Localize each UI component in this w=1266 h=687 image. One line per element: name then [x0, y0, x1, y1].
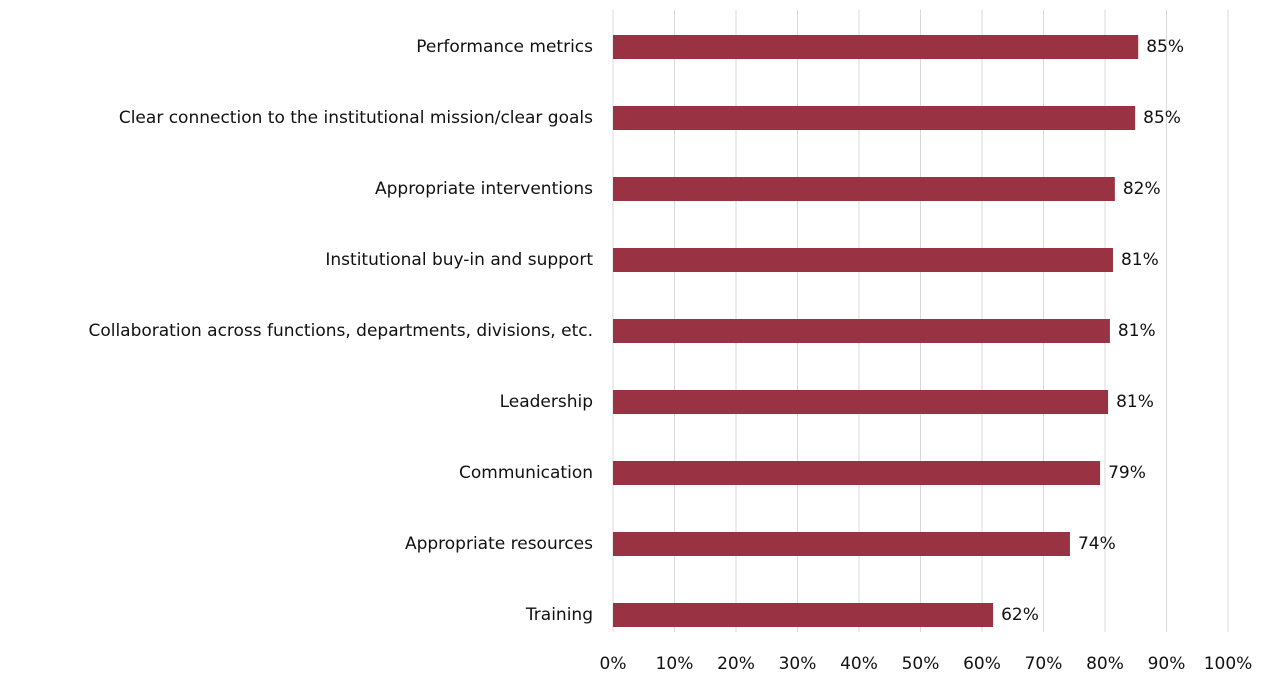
data-label: 85% — [1146, 37, 1184, 57]
y-tick-label: Clear connection to the institutional mi… — [119, 108, 593, 128]
y-tick-label: Institutional buy-in and support — [325, 250, 593, 270]
data-label: 85% — [1143, 108, 1181, 128]
bar — [613, 35, 1139, 59]
x-tick-label: 80% — [1086, 654, 1124, 674]
x-tick-label: 30% — [779, 654, 817, 674]
bar — [613, 319, 1110, 343]
y-tick-label: Performance metrics — [416, 37, 593, 57]
x-tick-label: 90% — [1148, 654, 1186, 674]
x-tick-label: 20% — [717, 654, 755, 674]
data-label: 81% — [1118, 321, 1156, 341]
bar — [613, 248, 1113, 272]
bar — [613, 390, 1109, 414]
bar — [613, 461, 1101, 485]
bar — [613, 532, 1070, 556]
bar — [613, 603, 994, 627]
x-tick-label: 40% — [840, 654, 878, 674]
data-label: 81% — [1116, 392, 1154, 412]
x-tick-label: 50% — [902, 654, 940, 674]
x-tick-label: 100% — [1204, 654, 1253, 674]
data-label: 81% — [1121, 250, 1159, 270]
x-tick-label: 10% — [656, 654, 694, 674]
y-tick-label: Appropriate interventions — [375, 179, 593, 199]
y-tick-label: Training — [525, 605, 593, 625]
y-tick-label: Appropriate resources — [405, 534, 593, 554]
bar — [613, 177, 1115, 201]
y-tick-label: Collaboration across functions, departme… — [88, 321, 593, 341]
data-label: 79% — [1108, 463, 1146, 483]
x-tick-label: 60% — [963, 654, 1001, 674]
y-tick-label: Leadership — [500, 392, 593, 412]
data-label: 82% — [1123, 179, 1161, 199]
data-label: 62% — [1001, 605, 1039, 625]
x-tick-label: 70% — [1025, 654, 1063, 674]
bar — [613, 106, 1136, 130]
x-tick-label: 0% — [600, 654, 627, 674]
y-tick-label: Communication — [459, 463, 593, 483]
data-label: 74% — [1078, 534, 1116, 554]
